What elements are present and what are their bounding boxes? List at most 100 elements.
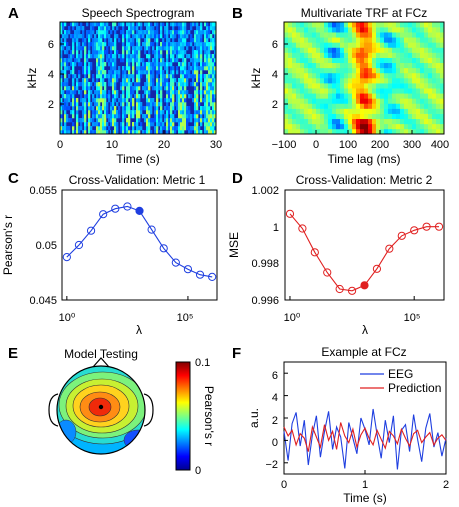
spectrogram-cell	[194, 90, 197, 95]
trf-cell	[324, 72, 329, 79]
spectrogram-cell	[170, 118, 173, 123]
spectrogram-cell	[152, 46, 155, 51]
spectrogram-cell	[132, 86, 135, 91]
spectrogram-cell	[152, 74, 155, 79]
trf-cell	[396, 98, 401, 104]
trf-cell	[288, 103, 293, 109]
trf-cell	[352, 83, 357, 89]
trf-cell	[292, 113, 297, 120]
trf-cell	[292, 67, 297, 74]
spectrogram-cell	[92, 30, 95, 35]
trf-cell	[340, 57, 345, 64]
spectrogram-cell	[182, 98, 185, 103]
trf-cell	[320, 27, 325, 33]
trf-cell	[388, 98, 393, 104]
spectrogram-cell	[134, 130, 137, 134]
trf-cell	[396, 57, 401, 64]
spectrogram-cell	[90, 90, 93, 95]
spectrogram-cell	[136, 62, 139, 67]
spectrogram-cell	[140, 26, 143, 31]
spectrogram-cell	[116, 102, 119, 107]
trf-cell	[436, 98, 441, 104]
spectrogram-cell	[148, 102, 151, 107]
spectrogram-cell	[172, 106, 175, 111]
panel-f-ytick: 2	[272, 415, 278, 427]
spectrogram-cell	[206, 54, 209, 59]
trf-cell	[368, 108, 373, 114]
trf-cell	[436, 37, 441, 43]
spectrogram-cell	[180, 126, 183, 131]
spectrogram-cell	[92, 122, 95, 127]
trf-cell	[348, 62, 353, 69]
spectrogram-cell	[192, 62, 195, 67]
trf-cell	[352, 113, 357, 120]
spectrogram-cell	[208, 122, 211, 127]
trf-cell	[324, 98, 329, 104]
spectrogram-cell	[114, 122, 117, 127]
spectrogram-cell	[198, 118, 201, 123]
spectrogram-cell	[166, 46, 169, 51]
spectrogram-cell	[68, 130, 71, 134]
spectrogram-cell	[166, 50, 169, 55]
spectrogram-cell	[108, 126, 111, 131]
trf-cell	[352, 108, 357, 114]
trf-cell	[288, 113, 293, 120]
spectrogram-cell	[120, 122, 123, 127]
spectrogram-cell	[122, 54, 125, 59]
spectrogram-cell	[122, 78, 125, 83]
trf-cell	[344, 108, 349, 114]
spectrogram-cell	[128, 114, 131, 119]
spectrogram-cell	[128, 22, 131, 27]
trf-cell	[408, 57, 413, 64]
trf-cell	[408, 37, 413, 43]
spectrogram-cell	[130, 110, 133, 115]
trf-cell	[396, 67, 401, 74]
trf-cell	[428, 123, 433, 130]
spectrogram-cell	[66, 78, 69, 83]
spectrogram-cell	[96, 22, 99, 27]
spectrogram-cell	[72, 78, 75, 83]
spectrogram-cell	[200, 58, 203, 63]
electrode-fcz-marker	[98, 404, 104, 410]
trf-cell	[284, 103, 289, 109]
trf-cell	[332, 83, 337, 89]
spectrogram-cell	[176, 22, 179, 27]
spectrogram-cell	[162, 82, 165, 87]
spectrogram-cell	[106, 58, 109, 63]
spectrogram-cell	[196, 34, 199, 39]
spectrogram-cell	[182, 70, 185, 75]
spectrogram-cell	[162, 58, 165, 63]
spectrogram-cell	[210, 86, 213, 91]
spectrogram-cell	[112, 26, 115, 31]
spectrogram-cell	[194, 34, 197, 39]
spectrogram-cell	[194, 122, 197, 127]
trf-cell	[420, 108, 425, 114]
trf-cell	[384, 62, 389, 69]
trf-cell	[304, 37, 309, 43]
trf-cell	[408, 42, 413, 48]
panel-d-point	[310, 248, 319, 257]
spectrogram-cell	[120, 126, 123, 131]
spectrogram-cell	[132, 38, 135, 43]
spectrogram-cell	[132, 78, 135, 83]
panel-d-point	[422, 222, 431, 231]
spectrogram-cell	[194, 66, 197, 71]
trf-cell	[428, 88, 433, 94]
spectrogram-cell	[74, 102, 77, 107]
panel-label-e: E	[8, 345, 18, 362]
trf-cell	[336, 78, 341, 84]
trf-cell	[360, 47, 365, 53]
spectrogram-cell	[148, 34, 151, 39]
spectrogram-cell	[190, 38, 193, 43]
trf-cell	[364, 118, 369, 125]
spectrogram-cell	[204, 34, 207, 39]
trf-cell	[336, 32, 341, 38]
trf-cell	[308, 32, 313, 38]
spectrogram-cell	[184, 90, 187, 95]
trf-cell	[396, 103, 401, 109]
trf-cell	[304, 42, 309, 48]
trf-cell	[412, 27, 417, 33]
trf-cell	[372, 123, 377, 130]
spectrogram-cell	[82, 42, 85, 47]
spectrogram-cell	[192, 82, 195, 87]
